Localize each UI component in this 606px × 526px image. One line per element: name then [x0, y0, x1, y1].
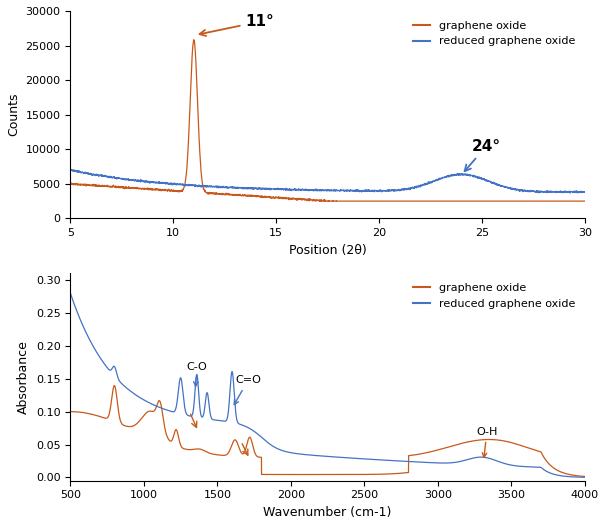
Text: C=O: C=O: [235, 376, 261, 404]
Text: 24°: 24°: [465, 139, 501, 171]
Text: 11°: 11°: [199, 14, 274, 36]
X-axis label: Wavenumber (cm-1): Wavenumber (cm-1): [264, 506, 392, 519]
Legend: graphene oxide, reduced graphene oxide: graphene oxide, reduced graphene oxide: [408, 279, 579, 313]
Legend: graphene oxide, reduced graphene oxide: graphene oxide, reduced graphene oxide: [408, 16, 579, 51]
Y-axis label: Absorbance: Absorbance: [18, 340, 30, 414]
X-axis label: Position (2θ): Position (2θ): [289, 244, 367, 257]
Text: C-O: C-O: [187, 362, 207, 386]
Y-axis label: Counts: Counts: [7, 93, 20, 136]
Text: O-H: O-H: [476, 427, 498, 458]
